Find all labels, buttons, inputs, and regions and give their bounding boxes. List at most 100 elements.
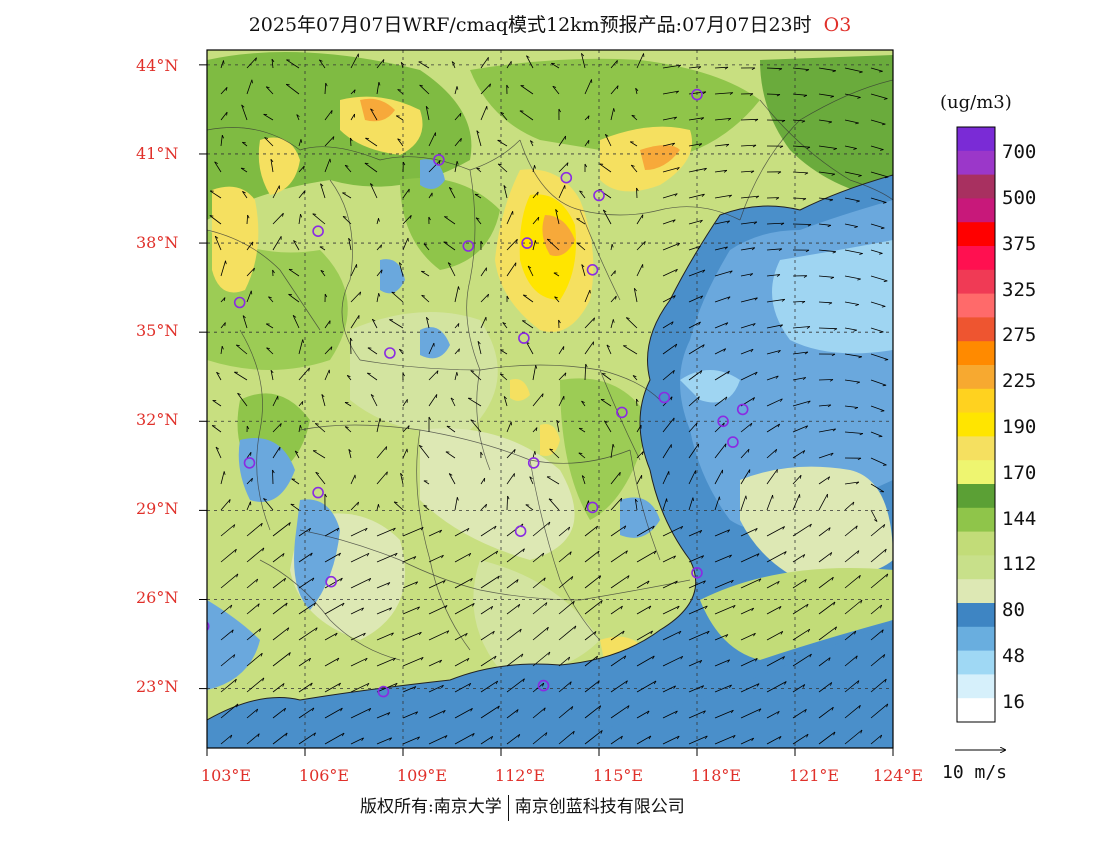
wind-arrow-head — [417, 736, 420, 740]
wind-arrow-head — [470, 578, 473, 582]
city-station-marker — [560, 171, 573, 184]
wind-arrow-head — [881, 123, 886, 126]
wind-arrow — [635, 88, 638, 95]
wind-arrow — [454, 657, 470, 667]
wind-arrow-head — [302, 339, 304, 344]
wind-arrow-head — [312, 213, 317, 215]
wind-arrow — [470, 419, 482, 433]
wind-arrow-head — [241, 104, 245, 108]
wind-arrow — [688, 167, 707, 173]
wind-arrow — [475, 217, 482, 225]
wind-arrow-head — [830, 452, 834, 456]
wind-arrow — [324, 346, 333, 355]
city-station-marker — [691, 88, 703, 101]
wind-arrow-head — [673, 685, 676, 689]
wind-arrow-head — [635, 87, 639, 92]
legend-swatch — [957, 555, 995, 580]
wind-arrow — [634, 499, 638, 511]
wind-arrow — [265, 86, 274, 95]
wind-arrow — [445, 451, 456, 459]
wind-arrow-head — [697, 66, 702, 70]
wind-arrow — [499, 349, 508, 355]
wind-arrow-head — [754, 658, 758, 662]
wind-arrow — [818, 601, 836, 615]
wind-arrow-head — [600, 600, 603, 604]
legend-swatch — [957, 674, 995, 699]
wind-arrow — [740, 708, 762, 719]
wind-arrow-head — [631, 114, 636, 117]
wind-arrow — [454, 578, 473, 589]
wind-arrow-head — [399, 348, 403, 352]
wind-arrow-head — [616, 60, 618, 64]
wind-arrow — [766, 681, 787, 693]
wind-arrow-head — [413, 686, 417, 690]
wind-arrow — [246, 522, 263, 537]
wind-arrow-head — [831, 577, 834, 581]
wind-arrow-head — [212, 425, 216, 427]
wind-arrow-head — [537, 191, 539, 196]
wind-arrow-head — [879, 331, 884, 333]
wind-arrow-head — [625, 680, 628, 684]
wind-arrow-head — [777, 711, 780, 715]
wind-arrow — [870, 431, 883, 437]
legend-swatch — [957, 246, 995, 271]
wind-arrow — [766, 274, 780, 277]
wind-arrow — [818, 327, 838, 330]
wind-arrow — [298, 732, 316, 745]
wind-arrow — [532, 552, 545, 563]
wind-arrow-head — [758, 578, 762, 582]
wind-arrow — [818, 93, 834, 97]
wind-arrow — [870, 678, 887, 693]
wind-arrow-head — [315, 471, 320, 474]
wind-arrow-head — [480, 240, 483, 245]
wind-arrow — [558, 185, 566, 199]
wind-arrow — [423, 480, 430, 485]
wind-arrow — [714, 348, 726, 355]
legend-swatch — [957, 150, 995, 176]
wind-arrow-head — [256, 578, 259, 583]
wind-arrow — [402, 215, 412, 225]
wind-arrow — [532, 651, 551, 667]
wind-arrow — [714, 709, 734, 719]
wind-arrow-head — [442, 580, 446, 584]
wind-arrow-head — [253, 267, 255, 272]
wind-arrow-head — [503, 396, 507, 400]
wind-arrow-head — [700, 117, 705, 121]
wind-arrow-head — [490, 606, 494, 610]
wind-arrow-head — [495, 680, 499, 685]
wind-arrow-head — [775, 375, 779, 379]
wind-arrow-head — [303, 165, 305, 170]
wind-arrow-head — [776, 274, 781, 277]
wind-arrow — [350, 137, 352, 147]
wind-arrow-head — [252, 241, 254, 246]
wind-arrow-head — [830, 276, 835, 280]
wind-arrow — [688, 370, 703, 381]
wind-arrow — [630, 164, 638, 173]
wind-arrow — [448, 473, 456, 485]
wind-arrow — [246, 677, 265, 693]
wind-arrow — [454, 733, 475, 745]
wind-arrow — [844, 431, 863, 434]
wind-arrow — [548, 498, 560, 511]
wind-arrow — [688, 396, 700, 407]
wind-arrow-head — [807, 629, 811, 633]
wind-arrow-head — [543, 707, 546, 712]
legend-level-500: 500 — [1002, 187, 1037, 209]
wind-arrow-head — [270, 369, 274, 374]
wind-arrow — [376, 632, 394, 641]
wind-arrow-head — [381, 269, 383, 274]
wind-arrow-head — [801, 120, 806, 123]
wind-arrow-head — [223, 297, 226, 301]
wind-arrow — [688, 219, 703, 225]
wind-arrow — [714, 469, 723, 485]
wind-arrow-head — [315, 627, 318, 631]
wind-arrow-head — [370, 183, 374, 186]
wind-arrow — [792, 119, 806, 122]
wind-arrow — [766, 67, 783, 70]
wind-arrow-head — [266, 347, 270, 350]
wind-arrow-head — [259, 628, 262, 632]
wind-arrow-head — [311, 577, 315, 582]
wind-arrow-head — [749, 93, 754, 96]
wind-arrow-head — [456, 372, 459, 376]
wind-arrow-head — [341, 602, 345, 607]
